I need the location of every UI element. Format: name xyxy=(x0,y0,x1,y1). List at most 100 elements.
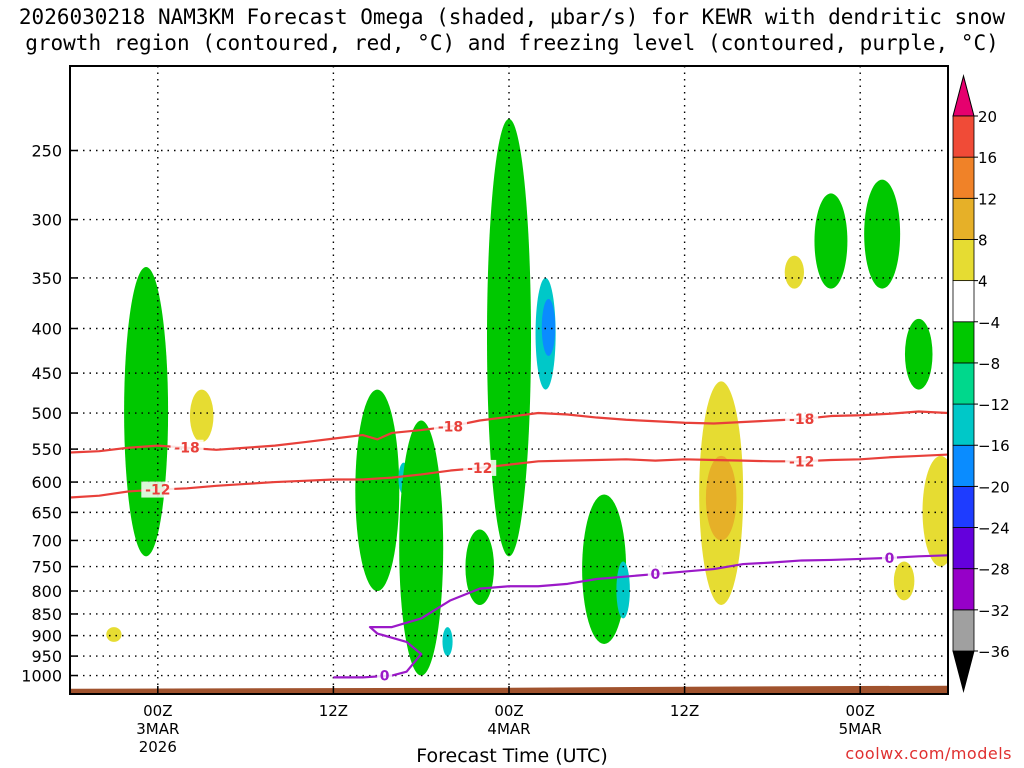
x-tick-year-0: 2026 xyxy=(139,738,177,756)
colorbar-swatch-8 xyxy=(952,280,975,323)
x-tick-date-2: 4MAR xyxy=(487,720,530,738)
contour-label-0-0: -18 xyxy=(174,441,199,457)
omega-region-9 xyxy=(541,298,556,356)
omega-region-1 xyxy=(189,389,214,443)
y-tick-label-700: 700 xyxy=(31,531,62,550)
colorbar-label-12: 12 xyxy=(978,190,997,208)
colorbar-swatch-3 xyxy=(952,485,975,528)
colorbar-label--28: −28 xyxy=(978,561,1010,579)
omega-region-7 xyxy=(487,118,531,557)
omega-region-11 xyxy=(582,494,627,644)
colorbar-label-8: 8 xyxy=(978,231,988,249)
colorbar-label-4: 4 xyxy=(978,273,988,291)
colorbar-swatch-5 xyxy=(952,403,975,446)
contour-label-0-1: -18 xyxy=(438,419,463,435)
y-tick-label-900: 900 xyxy=(31,627,62,646)
colorbar-swatch-7 xyxy=(952,321,975,364)
omega-region-20 xyxy=(784,255,804,289)
contour-label-0-2: -18 xyxy=(789,412,814,428)
colorbar-swatch-9 xyxy=(952,239,975,282)
colorbar-swatch-1 xyxy=(952,568,975,611)
x-tick-label-1: 12Z xyxy=(319,702,348,720)
contour-line-2 xyxy=(333,554,948,679)
colorbar-over-triangle xyxy=(952,74,975,117)
chart-title-line1: 2026030218 NAM3KM Forecast Omega (shaded… xyxy=(18,5,1006,29)
omega-region-15 xyxy=(814,193,848,289)
y-tick-label-600: 600 xyxy=(31,473,62,492)
colorbar-label--8: −8 xyxy=(978,355,1000,373)
y-tick-label-350: 350 xyxy=(31,269,62,288)
x-axis-title: Forecast Time (UTC) xyxy=(416,745,608,767)
contour-label-2-1: 0 xyxy=(650,567,660,583)
colorbar-label--24: −24 xyxy=(978,520,1010,538)
y-tick-label-300: 300 xyxy=(31,211,62,230)
chart-title-line2: growth region (contoured, red, °C) and f… xyxy=(25,31,999,55)
y-tick-label-950: 950 xyxy=(31,647,62,666)
colorbar-under-triangle xyxy=(952,650,975,693)
omega-region-3 xyxy=(355,389,400,592)
colorbar-swatch-0 xyxy=(952,609,975,652)
credit-text: coolwx.com/models xyxy=(845,744,1012,763)
contour-label-bg xyxy=(647,566,663,583)
y-tick-label-250: 250 xyxy=(31,142,62,161)
gridlines-layer xyxy=(70,66,948,694)
omega-region-2 xyxy=(106,627,122,642)
colorbar-swatch-10 xyxy=(952,197,975,240)
colorbar-swatch-6 xyxy=(952,362,975,405)
colorbar-label-20: 20 xyxy=(978,108,997,126)
y-tick-label-750: 750 xyxy=(31,558,62,577)
colorbar-label--4: −4 xyxy=(978,314,1000,332)
colorbar-swatch-4 xyxy=(952,444,975,487)
y-tick-label-650: 650 xyxy=(31,503,62,522)
x-tick-label-0: 00Z xyxy=(143,702,172,720)
omega-region-14 xyxy=(705,455,737,541)
colorbar-label-16: 16 xyxy=(978,149,997,167)
contour-label-bg xyxy=(377,667,393,684)
contour-label-1-0: -12 xyxy=(145,483,170,499)
contour-label-bg xyxy=(141,481,175,498)
colorbar-label--12: −12 xyxy=(978,396,1010,414)
omega-region-16 xyxy=(864,179,901,289)
omega-shading-layer xyxy=(106,118,948,676)
contour-label-bg xyxy=(463,459,497,476)
contour-label-bg xyxy=(785,411,819,428)
contour-label-2-2: 0 xyxy=(885,551,895,567)
omega-region-6 xyxy=(442,627,453,657)
y-tick-label-500: 500 xyxy=(31,404,62,423)
y-tick-label-450: 450 xyxy=(31,364,62,383)
omega-region-19 xyxy=(893,561,915,601)
y-tick-label-800: 800 xyxy=(31,582,62,601)
contour-label-1-2: -12 xyxy=(789,454,814,470)
y-axis: 250 300 350 400 450 500 550 600 650 700 750 800 850 9… xyxy=(21,142,78,686)
contour-label-bg xyxy=(785,453,819,470)
contour-label-1-1: -12 xyxy=(467,461,492,477)
contour-label-bg xyxy=(170,439,204,456)
x-tick-label-4: 00Z xyxy=(846,702,875,720)
colorbar-swatch-2 xyxy=(952,527,975,570)
contour-layer: -18 -18 -18 -12 -12 -12 0 0 0 xyxy=(70,410,948,685)
y-tick-label-1000: 1000 xyxy=(21,667,62,686)
colorbar-label--36: −36 xyxy=(978,643,1010,661)
omega-region-5 xyxy=(399,420,444,676)
y-tick-label-850: 850 xyxy=(31,605,62,624)
omega-region-18 xyxy=(922,455,948,567)
contour-label-bg xyxy=(881,549,897,566)
colorbar-label--16: −16 xyxy=(978,437,1010,455)
contour-label-2-0: 0 xyxy=(380,669,390,685)
omega-region-12 xyxy=(616,561,630,619)
colorbar-label--20: −20 xyxy=(978,478,1010,496)
x-tick-date-4: 5MAR xyxy=(839,720,882,738)
colorbar-swatch-12 xyxy=(952,115,975,158)
x-tick-label-3: 12Z xyxy=(670,702,699,720)
omega-region-17 xyxy=(904,318,933,390)
y-tick-label-400: 400 xyxy=(31,320,62,339)
y-tick-label-550: 550 xyxy=(31,440,62,459)
x-tick-label-2: 00Z xyxy=(494,702,523,720)
chart-title: 2026030218 NAM3KM Forecast Omega (shaded… xyxy=(0,4,1024,56)
x-tick-date-0: 3MAR xyxy=(136,720,179,738)
colorbar-label--32: −32 xyxy=(978,602,1010,620)
colorbar-swatch-11 xyxy=(952,156,975,199)
colorbar: −36 −32 −28 −24 −20 −16 −12 −8 −4 4 8 12 16 20 xyxy=(952,74,1010,693)
